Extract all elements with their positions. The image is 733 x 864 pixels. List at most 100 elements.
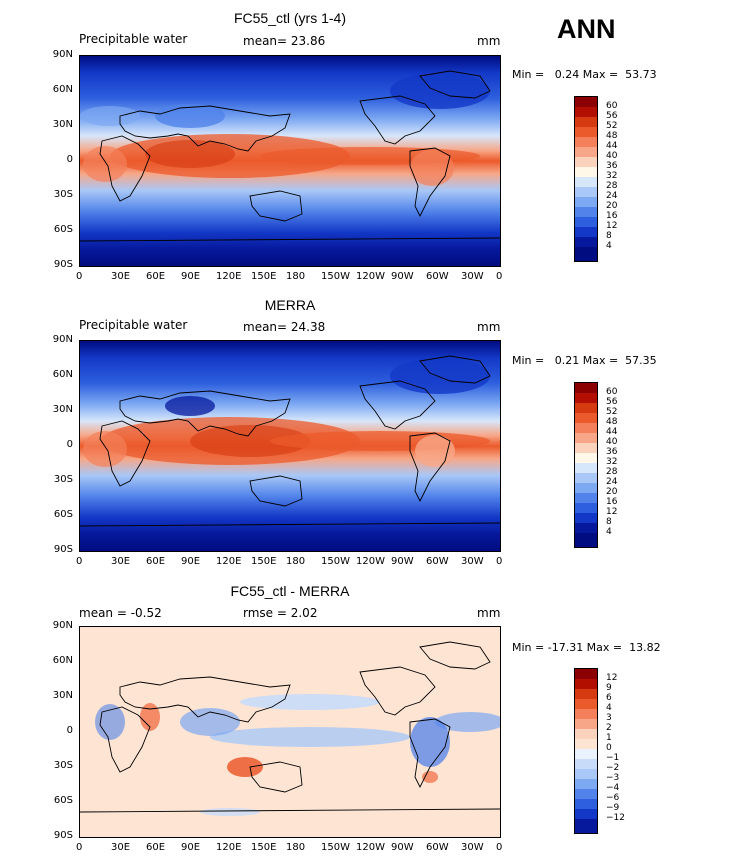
colorbar-label: 48 <box>606 417 618 427</box>
colorbar-label: 16 <box>606 497 618 507</box>
coastlines <box>80 641 500 813</box>
precipitable-water-map <box>80 56 500 266</box>
colorbar-swatch <box>575 97 597 107</box>
colorbar-swatch <box>575 473 597 483</box>
colorbar-swatch <box>575 819 597 833</box>
x-tick-label: 120E <box>216 271 242 282</box>
x-tick-label: 0 <box>496 271 503 282</box>
colorbar-swatch <box>575 669 597 679</box>
minmax-label: Min = 0.21 Max = 57.35 <box>512 354 657 367</box>
units-label: mm <box>477 34 501 48</box>
y-tick-label: 60N <box>52 369 73 380</box>
colorbar-label: 1 <box>606 733 612 743</box>
x-tick-label: 150W <box>321 271 350 282</box>
colorbar-label: 12 <box>606 673 618 683</box>
mean-label: mean= 24.38 <box>243 320 326 334</box>
colorbar-label: 16 <box>606 211 618 221</box>
x-tick-label: 90E <box>181 271 201 282</box>
x-tick-label: 120E <box>216 556 242 567</box>
x-tick-label: 150E <box>251 556 277 567</box>
colorbar-label: 3 <box>606 713 612 723</box>
colorbar-label: −12 <box>606 813 625 823</box>
x-tick-label: 150E <box>251 271 277 282</box>
colorbar-swatch <box>575 137 597 147</box>
x-tick-label: 120W <box>356 556 385 567</box>
colorbar-label: 4 <box>606 241 612 251</box>
colorbar-swatch <box>575 709 597 719</box>
x-tick-label: 0 <box>76 271 83 282</box>
x-tick-label: 180 <box>286 271 306 282</box>
x-tick-label: 0 <box>76 556 83 567</box>
colorbar-swatch <box>575 237 597 247</box>
y-tick-label: 30N <box>52 690 73 701</box>
colorbar-label: 28 <box>606 181 618 191</box>
colorbar-swatch <box>575 483 597 493</box>
colorbar-label: 32 <box>606 171 618 181</box>
mean-label: mean = -0.52 <box>79 606 162 620</box>
colorbar-swatch <box>575 423 597 433</box>
colorbar-label: 44 <box>606 427 618 437</box>
x-tick-label: 90E <box>181 556 201 567</box>
colorbar-swatch <box>575 197 597 207</box>
colorbar-swatch <box>575 127 597 137</box>
x-tick-label: 0 <box>496 842 503 853</box>
colorbar-swatch <box>575 699 597 709</box>
coastlines <box>80 355 500 527</box>
x-tick-label: 0 <box>496 556 503 567</box>
colorbar-swatch <box>575 433 597 443</box>
colorbar-label: −4 <box>606 783 620 793</box>
colorbar-label: 36 <box>606 161 618 171</box>
colorbar-swatch <box>575 383 597 393</box>
colorbar-swatch <box>575 227 597 237</box>
x-tick-label: 0 <box>76 842 83 853</box>
colorbar-label: 24 <box>606 477 618 487</box>
colorbar <box>574 96 598 262</box>
y-tick-label: 60S <box>53 224 73 235</box>
colorbar-swatch <box>575 503 597 513</box>
colorbar-label: 60 <box>606 101 618 111</box>
colorbar-swatch <box>575 513 597 523</box>
panel-title: FC55_ctl (yrs 1-4) <box>233 10 347 26</box>
x-tick-label: 60E <box>146 556 166 567</box>
colorbar-swatch <box>575 207 597 217</box>
colorbar-swatch <box>575 729 597 739</box>
x-tick-label: 30W <box>461 842 484 853</box>
colorbar-label: 44 <box>606 141 618 151</box>
x-tick-label: 150W <box>321 842 350 853</box>
colorbar-swatch <box>575 217 597 227</box>
x-tick-label: 60E <box>146 271 166 282</box>
y-tick-label: 90S <box>53 830 73 841</box>
colorbar-swatch <box>575 177 597 187</box>
colorbar-swatch <box>575 187 597 197</box>
colorbar-swatch <box>575 443 597 453</box>
y-tick-label: 30S <box>53 760 73 771</box>
colorbar <box>574 668 598 834</box>
colorbar-label: 2 <box>606 723 612 733</box>
map-frame <box>79 626 501 838</box>
colorbar-swatch <box>575 247 597 261</box>
colorbar-label: −6 <box>606 793 620 803</box>
panel-title: FC55_ctl - MERRA <box>230 583 350 599</box>
x-tick-label: 90W <box>391 556 414 567</box>
colorbar-label: −2 <box>606 763 620 773</box>
x-tick-label: 150W <box>321 556 350 567</box>
x-tick-label: 60W <box>426 842 449 853</box>
y-tick-label: 60S <box>53 795 73 806</box>
x-tick-label: 180 <box>286 556 306 567</box>
y-tick-label: 0 <box>66 725 73 736</box>
colorbar-label: 52 <box>606 407 618 417</box>
colorbar-swatch <box>575 413 597 423</box>
coastlines <box>80 70 500 242</box>
colorbar <box>574 382 598 548</box>
x-tick-label: 30W <box>461 271 484 282</box>
y-tick-label: 30N <box>52 119 73 130</box>
y-tick-label: 60N <box>52 84 73 95</box>
colorbar-label: 9 <box>606 683 612 693</box>
units-label: mm <box>477 320 501 334</box>
colorbar-swatch <box>575 779 597 789</box>
colorbar-label: 12 <box>606 221 618 231</box>
variable-label: Precipitable water <box>79 318 188 332</box>
colorbar-label: 20 <box>606 201 618 211</box>
colorbar-swatch <box>575 523 597 533</box>
x-tick-label: 90W <box>391 842 414 853</box>
